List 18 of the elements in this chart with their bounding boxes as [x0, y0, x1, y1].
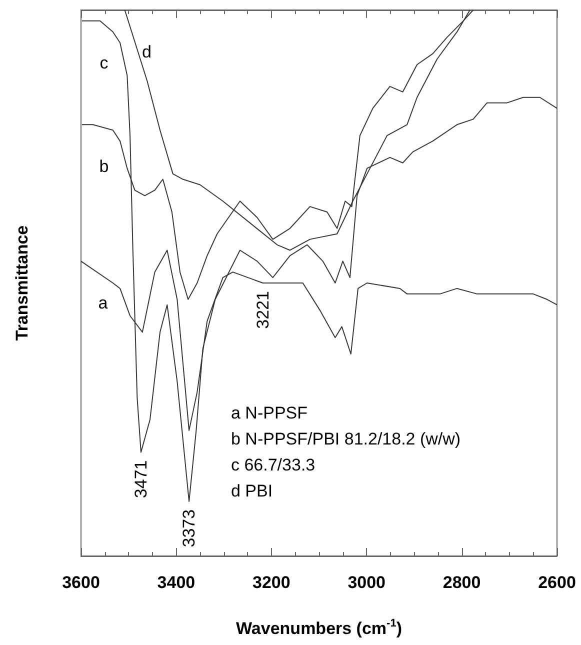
x-tick-label: 2600: [538, 573, 576, 592]
series-label: a: [98, 294, 108, 313]
annotation: 3471: [131, 460, 150, 498]
y-axis-title: Transmittance: [12, 225, 32, 341]
x-tick-label: 3400: [157, 573, 196, 592]
series-label: d: [142, 42, 152, 62]
x-tick-label: 3000: [348, 573, 386, 592]
series-label: b: [99, 157, 109, 176]
annotation: a N-PPSF: [231, 404, 308, 422]
annotation: 3373: [180, 509, 199, 548]
annotation: d PBI: [231, 482, 273, 500]
series-label: c: [100, 53, 109, 72]
annotation: c 66.7/33.3: [231, 456, 316, 474]
annotation: b N-PPSF/PBI 81.2/18.2 (w/w): [231, 430, 461, 448]
x-tick-label: 3600: [62, 573, 100, 592]
x-tick-label: 2800: [442, 573, 481, 592]
x-tick-label: 3200: [252, 573, 290, 592]
annotation: 3221: [253, 291, 272, 329]
